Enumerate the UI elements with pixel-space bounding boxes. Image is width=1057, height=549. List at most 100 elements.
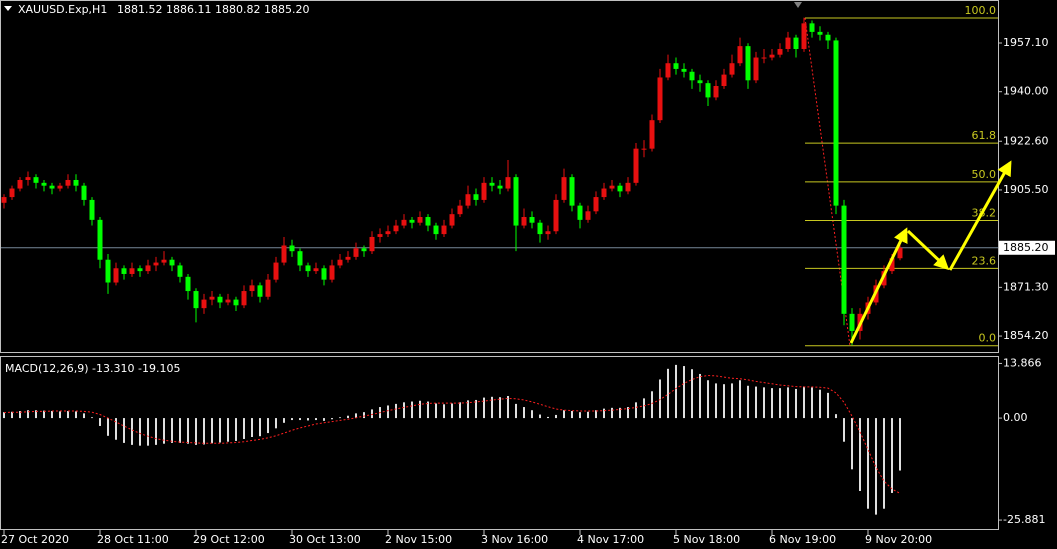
candle-body — [721, 74, 727, 87]
candle-body — [185, 276, 191, 292]
arrow-up — [948, 160, 1012, 271]
candle-body — [9, 188, 15, 198]
candle-body — [201, 299, 207, 309]
candle-body — [369, 236, 375, 252]
bid-label: 1885.20 — [1003, 241, 1049, 254]
candle-body — [41, 182, 47, 186]
macd-panel — [3, 364, 901, 515]
fibo-label: 50.0 — [972, 168, 997, 181]
candle-body — [537, 222, 543, 235]
candle-body — [89, 199, 95, 220]
x-tick-label: 28 Oct 11:00 — [97, 533, 169, 546]
candle-body — [585, 211, 591, 220]
candle-body — [569, 177, 575, 206]
candle-body — [25, 177, 31, 180]
candle-body — [897, 247, 903, 259]
y-tick-label: 0.00 — [1003, 411, 1028, 424]
candle-body — [481, 182, 487, 200]
candle-body — [353, 248, 359, 257]
candle-body — [17, 179, 23, 189]
y-tick-label: -25.881 — [1003, 513, 1045, 526]
bid-label-box — [999, 240, 1055, 255]
candle-body — [553, 199, 559, 232]
x-tick-label: 27 Oct 2020 — [1, 533, 69, 546]
candle-body — [329, 265, 335, 280]
candle-body — [817, 31, 823, 35]
candle-body — [505, 177, 511, 189]
candle-body — [745, 46, 751, 81]
candle-body — [337, 259, 343, 266]
period-marker — [794, 2, 802, 8]
candle-body — [657, 77, 663, 121]
x-tick-label: 4 Nov 17:00 — [577, 533, 644, 546]
candle-body — [233, 299, 239, 306]
candle-body — [433, 225, 439, 235]
candle-body — [737, 46, 743, 64]
candle-body — [673, 63, 679, 69]
candle-body — [121, 268, 127, 274]
candle-body — [689, 71, 695, 81]
menu-triangle[interactable] — [4, 6, 12, 11]
candle-body — [177, 265, 183, 277]
candle-body — [681, 68, 687, 72]
candle-body — [105, 259, 111, 283]
candle-body — [449, 214, 455, 226]
candle-body — [257, 285, 263, 297]
quote: 1881.52 1886.11 1880.82 1885.20 — [117, 3, 309, 16]
candle-body — [385, 231, 391, 235]
candle-body — [809, 23, 815, 32]
y-tick-label: 1854.20 — [1003, 329, 1049, 342]
candle-body — [697, 80, 703, 84]
candle-body — [713, 86, 719, 98]
y-tick-label: 1957.10 — [1003, 36, 1049, 49]
candle-body — [793, 37, 799, 49]
candle-body — [345, 256, 351, 260]
candle-body — [849, 313, 855, 331]
candle-body — [193, 291, 199, 309]
fibo-label: 100.0 — [965, 4, 997, 17]
candle-body — [833, 40, 839, 206]
candle-body — [73, 179, 79, 186]
arrow-down — [906, 229, 950, 271]
candle-body — [465, 194, 471, 206]
x-tick-label: 9 Nov 20:00 — [865, 533, 932, 546]
candle-body — [97, 219, 103, 260]
candle-body — [825, 34, 831, 41]
candle-body — [785, 37, 791, 49]
candle-body — [81, 185, 87, 200]
candle-body — [457, 205, 463, 215]
candle-body — [513, 177, 519, 226]
x-tick-label: 3 Nov 16:00 — [481, 533, 548, 546]
candle-body — [249, 285, 255, 292]
fibo-label: 23.6 — [972, 254, 997, 267]
y-tick-label: 1922.60 — [1003, 134, 1049, 147]
candle-body — [417, 217, 423, 223]
x-tick-label: 30 Oct 13:00 — [289, 533, 361, 546]
candle-body — [609, 185, 615, 189]
candle-body — [217, 296, 223, 303]
candle-body — [169, 259, 175, 266]
candle-body — [145, 265, 151, 272]
symbol-title: XAUUSD.Exp,H1 — [18, 3, 107, 16]
candle-body — [641, 148, 647, 150]
candle-body — [777, 48, 783, 55]
candle-body — [801, 23, 807, 49]
candle-body — [769, 54, 775, 58]
candle-body — [753, 57, 759, 81]
candle-body — [625, 182, 631, 192]
candle-body — [473, 194, 479, 200]
candle-body — [529, 217, 535, 223]
candle-body — [489, 182, 495, 186]
candle-body — [57, 185, 63, 189]
candle-body — [289, 245, 295, 252]
fibo-label: 0.0 — [979, 332, 997, 345]
candle-body — [225, 299, 231, 303]
candle-body — [665, 63, 671, 78]
candle-body — [593, 197, 599, 212]
candle-body — [361, 248, 367, 252]
price-panel: 100.0 61.8 50.0 38.2 23.6 0.0 — [0, 4, 998, 347]
candle-body — [49, 185, 55, 189]
candle-body — [401, 219, 407, 226]
